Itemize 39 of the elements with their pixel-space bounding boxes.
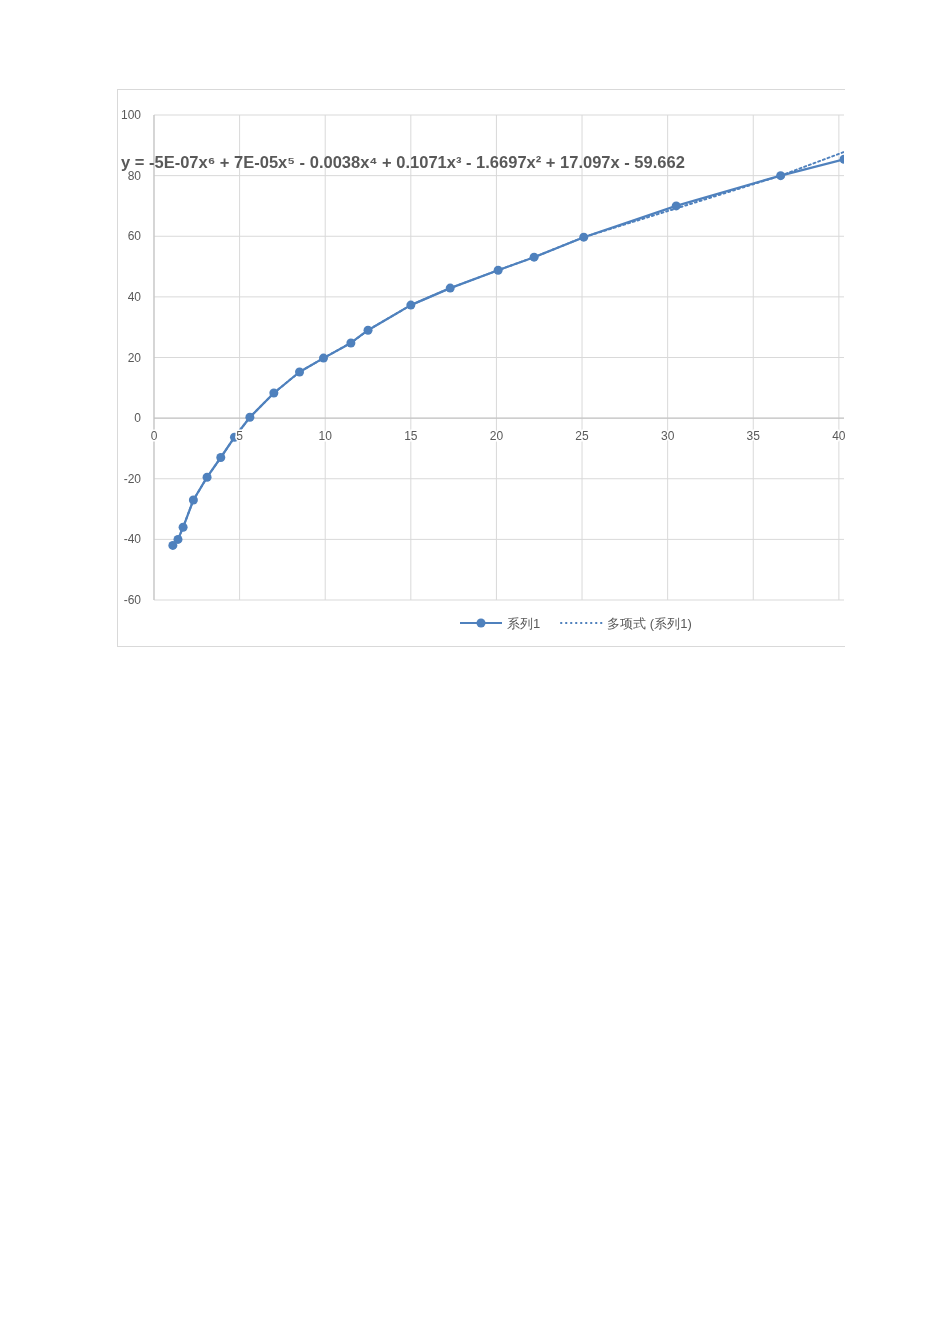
y-tick-label: -40 bbox=[123, 532, 142, 547]
point bbox=[346, 338, 356, 348]
x-tick-label: 0 bbox=[150, 429, 158, 444]
point bbox=[363, 325, 373, 335]
point bbox=[406, 300, 416, 310]
point bbox=[216, 453, 226, 463]
x-tick-label: 40 bbox=[832, 429, 846, 444]
point bbox=[295, 367, 305, 377]
point bbox=[319, 353, 328, 363]
point bbox=[671, 201, 681, 211]
point bbox=[245, 412, 255, 422]
y-tick-label: -20 bbox=[123, 471, 142, 486]
y-tick-label: 80 bbox=[127, 168, 142, 183]
point bbox=[776, 171, 786, 181]
y-tick-label: 100 bbox=[120, 108, 142, 122]
legend-label: 系列1 bbox=[507, 616, 541, 631]
x-tick-label: 25 bbox=[575, 429, 590, 444]
point bbox=[173, 534, 183, 544]
point bbox=[579, 232, 589, 242]
point bbox=[188, 495, 198, 505]
y-tick-label: 40 bbox=[127, 289, 142, 304]
point bbox=[445, 283, 455, 293]
y-tick-label: 0 bbox=[134, 411, 142, 426]
y-tick-label: 60 bbox=[127, 229, 142, 244]
x-tick-label: 30 bbox=[660, 429, 675, 444]
x-tick-label: 15 bbox=[404, 429, 418, 444]
annotation: y = -5E-07x⁶ + 7E-05x⁵ - 0.0038x⁴ + 0.1071x³ - 1.6697x² + 17.097x - 59.662 bbox=[121, 153, 685, 171]
point bbox=[178, 522, 188, 532]
y-tick-label: 20 bbox=[127, 350, 142, 365]
point bbox=[529, 252, 539, 262]
legend-label: 多项式 (系列1) bbox=[607, 616, 692, 631]
x-tick-label: 35 bbox=[746, 429, 761, 444]
point bbox=[202, 472, 212, 482]
x-tick-label: 10 bbox=[318, 429, 333, 444]
x-tick-label: 20 bbox=[489, 429, 504, 444]
point bbox=[168, 540, 178, 550]
point bbox=[493, 265, 503, 275]
point bbox=[269, 388, 279, 398]
y-tick-label: -60 bbox=[123, 593, 142, 607]
